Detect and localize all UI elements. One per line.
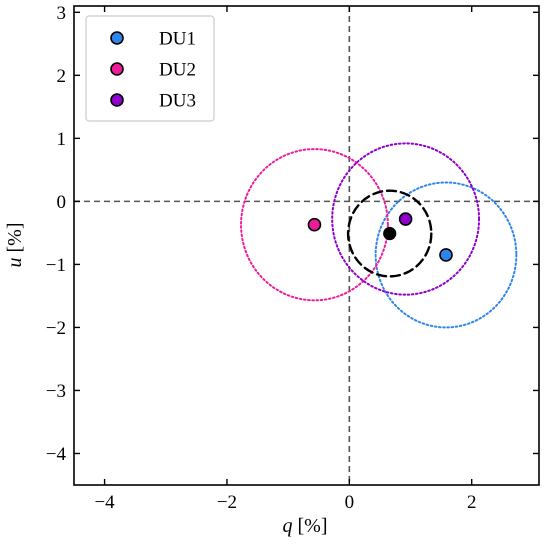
x-tick-label: −4: [94, 492, 115, 513]
legend-marker-du2: [110, 62, 124, 76]
y-tick-label: 1: [57, 129, 67, 150]
legend-label-du3: DU3: [159, 91, 196, 112]
du2-point: [307, 217, 322, 232]
legend-label-du1: DU1: [159, 29, 196, 50]
combined-uncertainty-circle: [346, 189, 433, 278]
du2-uncertainty-circle: [240, 148, 389, 302]
data-points: [307, 212, 453, 262]
y-tick-label: 2: [57, 66, 67, 87]
combined-point: [383, 226, 397, 241]
y-tick-label: 0: [57, 192, 67, 213]
du3-point: [398, 212, 413, 226]
reference-lines: [74, 6, 539, 485]
legend-marker-du1: [110, 31, 124, 45]
y-tick-label: −1: [46, 255, 66, 276]
x-tick-label: 2: [467, 492, 477, 513]
uncertainty-circles: [240, 142, 518, 329]
legend-label-du2: DU2: [159, 60, 196, 81]
plot-frame: [73, 5, 540, 486]
y-axis-label: u [%]: [4, 223, 26, 268]
x-axis-label: q [%]: [283, 515, 328, 537]
x-tick-label: −2: [217, 492, 237, 513]
x-tick-label: 0: [345, 492, 355, 513]
y-tick-label: 3: [57, 3, 67, 24]
y-tick-label: −3: [46, 381, 66, 402]
legend-marker-du3: [110, 93, 124, 107]
du3-uncertainty-circle: [331, 142, 481, 296]
y-tick-label: −2: [46, 318, 66, 339]
axes: −4 −2 0 2 −4 −3 −2 −1 0 1 2 3: [46, 3, 540, 513]
legend: DU1 DU2 DU3: [85, 15, 215, 122]
du1-uncertainty-circle: [374, 181, 518, 329]
y-tick-label: −4: [46, 444, 67, 465]
du1-point: [439, 248, 453, 262]
